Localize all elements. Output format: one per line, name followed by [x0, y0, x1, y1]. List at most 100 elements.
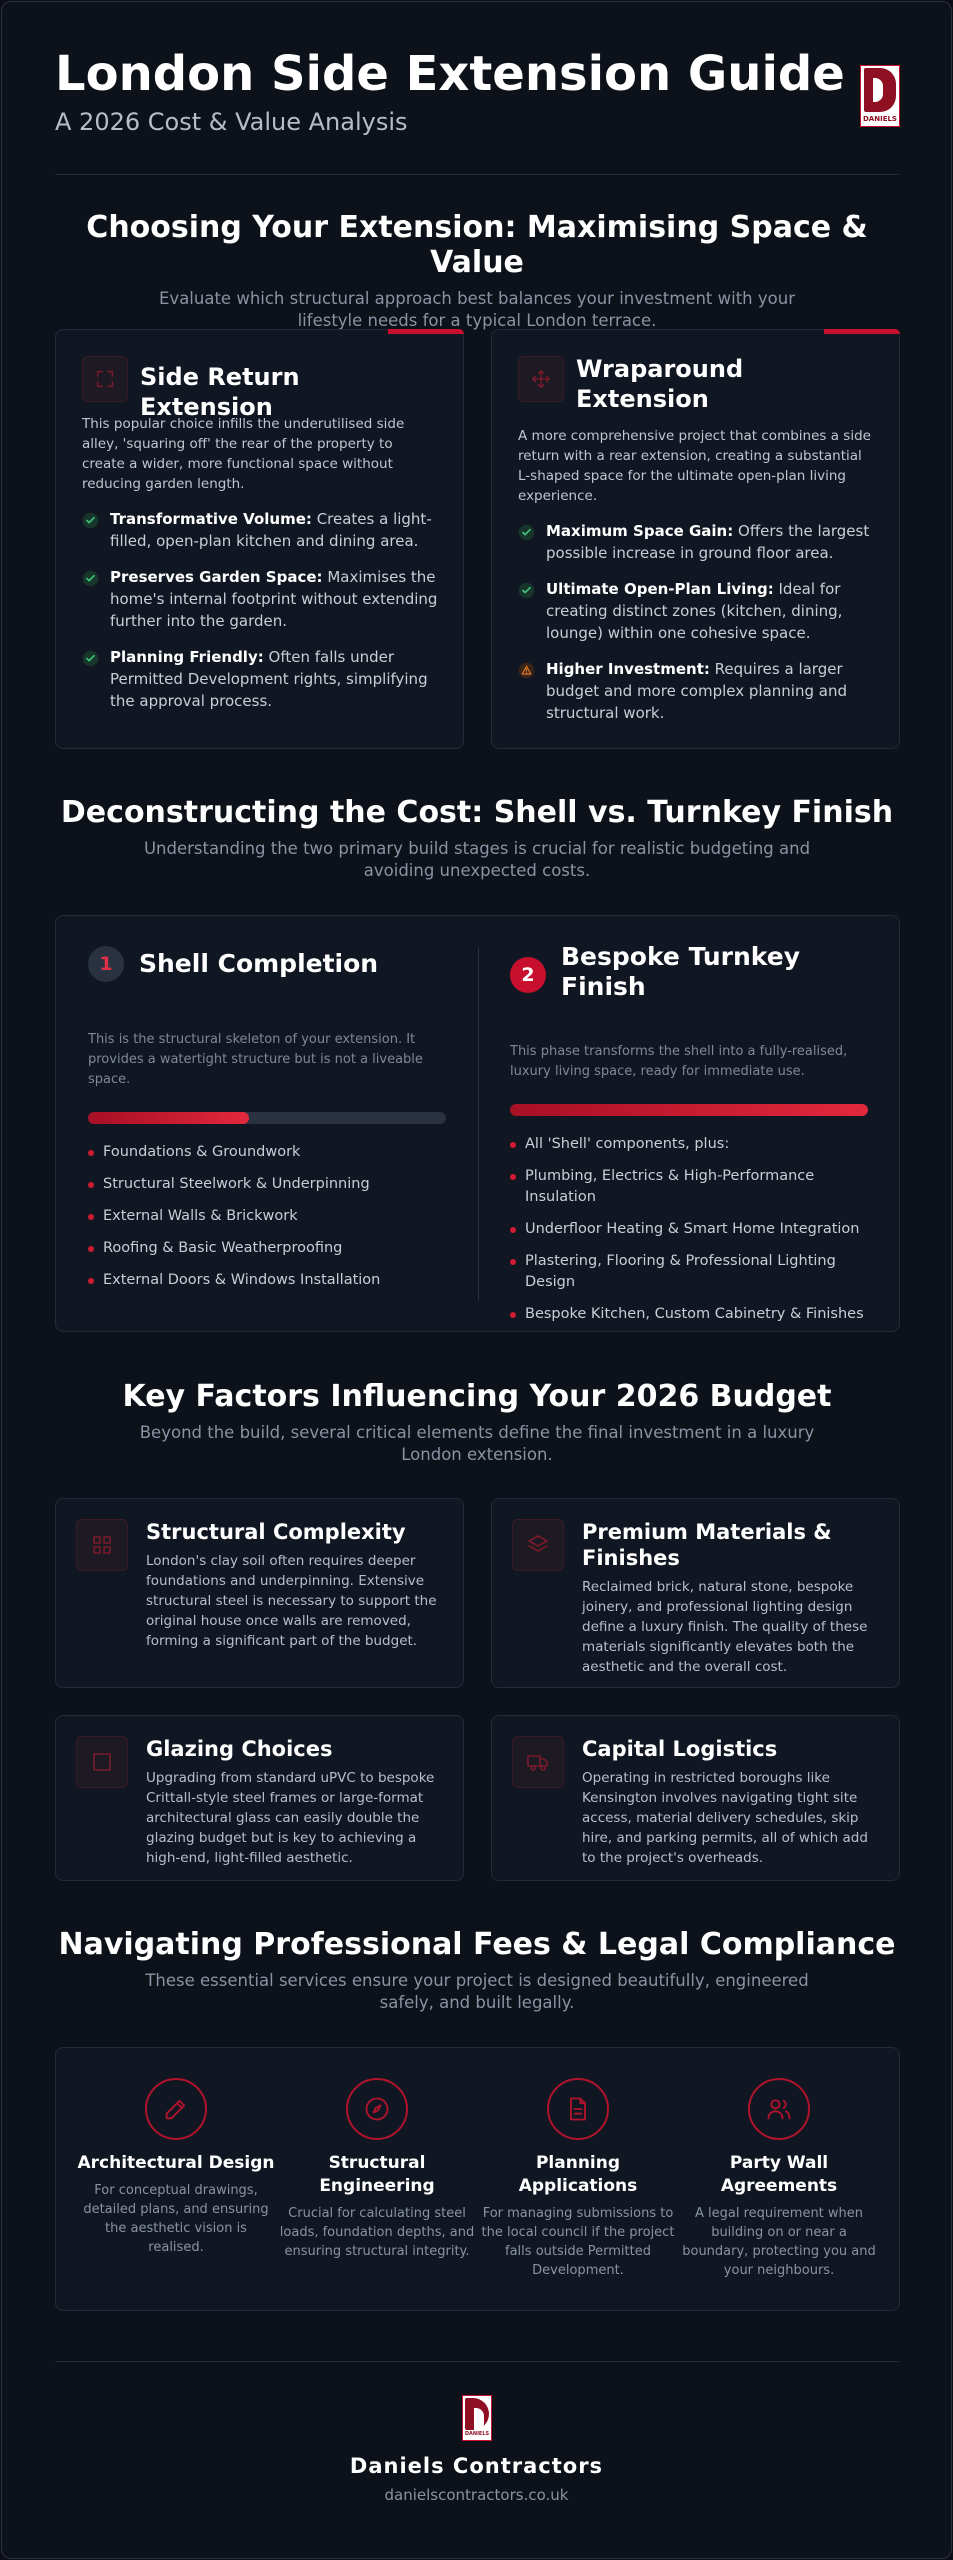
stage-item: External Doors & Windows Installation [88, 1270, 446, 1291]
stage-item: Plumbing, Electrics & High-Performance I… [510, 1166, 868, 1208]
stage-item: Roofing & Basic Weatherproofing [88, 1238, 446, 1259]
stage-number: 1 [88, 946, 124, 982]
section-subtitle: These essential services ensure your pro… [145, 1971, 809, 2012]
stage-body: This is the structural skeleton of your … [88, 1030, 446, 1302]
stage-number: 2 [510, 957, 546, 993]
point: Transformative Volume: Creates a light-f… [82, 508, 439, 552]
factor-card: Premium Materials & Finishes Reclaimed br… [491, 1498, 900, 1688]
logo: DANIELS [462, 2395, 492, 2441]
factor-text: Operating in restricted boroughs like Ke… [582, 1770, 868, 1866]
factor-body: Capital Logistics Operating in restricted… [582, 1736, 878, 1868]
extension-card: Side Return Extension This popular choice… [55, 329, 464, 749]
stage-item: Underfloor Heating & Smart Home Integrat… [510, 1219, 868, 1240]
divider [478, 948, 479, 1300]
section-subtitle: Evaluate which structural approach best … [159, 289, 795, 330]
point-label: Planning Friendly: [110, 648, 264, 666]
point: Maximum Space Gain: Offers the largest p… [518, 520, 875, 564]
factor-title: Capital Logistics [582, 1737, 778, 1761]
icon-box [518, 356, 564, 402]
point-label: Transformative Volume: [110, 510, 312, 528]
card-body: A more comprehensive project that combin… [518, 426, 875, 724]
point: Preserves Garden Space: Maximises the ho… [82, 566, 439, 632]
section-title: Choosing Your Extension: Maximising Spac… [86, 210, 868, 280]
fee: Architectural Design For conceptual drawi… [76, 2078, 276, 2257]
description: This is the structural skeleton of your … [88, 1032, 423, 1087]
factor-title: Premium Materials & Finishes [582, 1520, 832, 1570]
fee-title: Architectural Design [77, 2153, 275, 2173]
section-subtitle: Beyond the build, several critical eleme… [139, 1423, 815, 1464]
progress [88, 1112, 446, 1124]
section-header: Deconstructing the Cost: Shell vs. Turnk… [55, 795, 899, 882]
divider [55, 174, 899, 175]
factor-body: Glazing Choices Upgrading from standard u… [146, 1736, 442, 1868]
point-text: Creates a light-filled, open-plan kitche… [110, 510, 432, 550]
progress [510, 1104, 868, 1116]
stage-item: External Walls & Brickwork [88, 1206, 446, 1227]
logo-text: DANIELS [863, 115, 897, 123]
fee: Planning Applications For managing submis… [478, 2078, 678, 2280]
stage-item: All 'Shell' components, plus: [510, 1134, 868, 1155]
stage-body: This phase transforms the shell into a f… [510, 1042, 868, 1336]
divider [55, 2361, 899, 2362]
point-text: Requires a larger budget and more comple… [546, 660, 847, 722]
logo-text: DANIELS [464, 2431, 490, 2437]
factor-card: Glazing Choices Upgrading from standard u… [55, 1715, 464, 1881]
section-header: Choosing Your Extension: Maximising Spac… [55, 210, 899, 332]
card-body: This popular choice infills the underuti… [82, 414, 439, 712]
icon-box [82, 356, 128, 402]
section-title: Key Factors Influencing Your 2026 Budget [122, 1379, 832, 1414]
fee-text: A legal requirement when building on or … [682, 2206, 876, 2278]
progress-fill [88, 1112, 250, 1124]
fee-title: Planning Applications [518, 2153, 638, 2196]
title: London Side Extension Guide [55, 46, 845, 102]
section-title: Deconstructing the Cost: Shell vs. Turnk… [60, 795, 894, 830]
icon-box [76, 1519, 128, 1571]
factor-text: Upgrading from standard uPVC to bespoke … [146, 1770, 435, 1866]
point-text: Maximises the home's internal footprint … [110, 568, 438, 630]
icon-box [76, 1736, 128, 1788]
stage-title: Bespoke Turnkey Finish [561, 942, 801, 1001]
card-title: Side Return Extension [140, 363, 300, 421]
cost-card: 1 Shell Completion This is the structural … [55, 915, 900, 1332]
section-header: Navigating Professional Fees & Legal Com… [55, 1927, 899, 2014]
section-subtitle: Understanding the two primary build stag… [143, 839, 811, 880]
section-title: Navigating Professional Fees & Legal Com… [58, 1927, 896, 1962]
fee-icon [748, 2078, 810, 2140]
point-label: Maximum Space Gain: [546, 522, 734, 540]
factor-text: London's clay soil often requires deeper… [146, 1553, 437, 1649]
logo: DANIELS [860, 65, 900, 127]
factor-title: Glazing Choices [146, 1737, 333, 1761]
factor-text: Reclaimed brick, natural stone, bespoke … [582, 1579, 868, 1675]
accent [824, 329, 900, 334]
factor-body: Premium Materials & Finishes Reclaimed br… [582, 1519, 878, 1677]
card-title: Wraparound Extension [576, 355, 744, 413]
icon-box [512, 1736, 564, 1788]
fee-text: For conceptual drawings, detailed plans,… [83, 2183, 269, 2255]
point-label: Ultimate Open-Plan Living: [546, 580, 774, 598]
fee-text: Crucial for calculating steel loads, fou… [279, 2206, 475, 2259]
stage-item: Bespoke Kitchen, Custom Cabinetry & Fini… [510, 1304, 868, 1325]
point: Planning Friendly: Often falls under Per… [82, 646, 439, 712]
accent [388, 329, 464, 334]
point-text: Ideal for creating distinct zones (kitch… [546, 580, 843, 642]
extension-card: Wraparound Extension A more comprehensive… [491, 329, 900, 749]
point-text: Often falls under Permitted Development … [110, 648, 428, 710]
fee-text: For managing submissions to the local co… [481, 2206, 675, 2278]
description: This popular choice infills the underuti… [82, 416, 405, 492]
stage-title: Shell Completion [139, 949, 379, 978]
point: Higher Investment: Requires a larger bud… [518, 658, 875, 724]
section-header: Key Factors Influencing Your 2026 Budget… [55, 1379, 899, 1466]
footer-name: Daniels Contractors [349, 2454, 604, 2478]
fee-title: Structural Engineering [319, 2153, 435, 2196]
stage-item: Plastering, Flooring & Professional Ligh… [510, 1251, 868, 1293]
fees-card: Architectural Design For conceptual drawi… [55, 2047, 900, 2311]
factor-card: Structural Complexity London's clay soil … [55, 1498, 464, 1688]
footer-url: danielscontractors.co.uk [384, 2486, 569, 2504]
point-text: Offers the largest possible increase in … [546, 522, 870, 562]
description: A more comprehensive project that combin… [518, 428, 871, 504]
point-label: Preserves Garden Space: [110, 568, 323, 586]
fee-icon [145, 2078, 207, 2140]
description: This phase transforms the shell into a f… [510, 1044, 848, 1079]
fee-title: Party Wall Agreements [720, 2153, 838, 2196]
